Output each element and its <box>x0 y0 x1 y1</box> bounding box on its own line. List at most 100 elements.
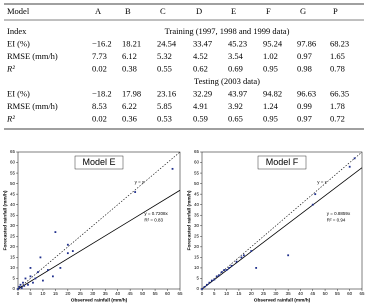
x-tick-label: 15 <box>53 291 59 296</box>
x-tick-label: 5 <box>29 291 32 296</box>
table-cell: 0.53 <box>157 113 172 123</box>
point <box>54 231 57 233</box>
x-tick-label: 35 <box>286 291 292 296</box>
x-tick-label: 25 <box>261 291 267 296</box>
table-cell: 4.52 <box>193 51 208 61</box>
x-tick-label: 30 <box>273 291 279 296</box>
chart-title: Model F <box>266 157 299 167</box>
point <box>314 193 317 196</box>
table-cell: 6.22 <box>122 101 137 111</box>
point <box>32 281 34 284</box>
table-cell: 0.95 <box>263 63 278 73</box>
x-tick-label: 60 <box>347 291 353 296</box>
point <box>203 285 206 288</box>
point <box>66 252 69 255</box>
y-tick-label: 60 <box>194 160 200 165</box>
y-tick-label: 25 <box>194 233 200 238</box>
row-label: R² <box>6 113 15 123</box>
fit-line <box>17 189 181 290</box>
table-cell: 0.97 <box>297 113 312 123</box>
y-tick-label: 10 <box>194 265 200 270</box>
x-tick-label: 50 <box>323 291 329 296</box>
table-cell: 0.02 <box>92 113 107 123</box>
table-header-cell: Model <box>7 6 30 16</box>
y-tick-label: 0 <box>12 286 15 291</box>
point <box>353 157 356 160</box>
y-tick-label: 5 <box>12 276 15 281</box>
x-tick-label: 40 <box>115 291 121 296</box>
point <box>59 267 62 269</box>
point <box>311 203 314 206</box>
point <box>20 287 23 289</box>
x-tick-label: 45 <box>310 291 316 296</box>
table-cell: 18.21 <box>122 38 141 48</box>
row-label: RMSE (mm/h) <box>7 51 58 61</box>
y-tick-label: 65 <box>10 149 16 154</box>
point <box>220 271 223 274</box>
y-axis-label: Forecasted rainfall (mm/h) <box>186 190 192 250</box>
point <box>225 269 228 271</box>
table-cell: 0.97 <box>297 51 312 61</box>
identity-label: y = x <box>135 179 145 184</box>
table-cell: −18.2 <box>92 88 112 98</box>
point <box>17 288 19 290</box>
x-tick-label: 20 <box>65 291 71 296</box>
x-tick-label: 55 <box>153 291 159 296</box>
point <box>29 275 32 278</box>
table-cell: 5.85 <box>157 101 172 111</box>
table-header-cell: P <box>333 6 338 16</box>
row-label: EI (%) <box>7 38 30 48</box>
x-tick-label: 40 <box>298 291 304 296</box>
point <box>287 254 290 257</box>
y-tick-label: 55 <box>10 170 16 175</box>
y-tick-label: 0 <box>196 286 199 291</box>
y-tick-label: 20 <box>194 244 200 249</box>
x-tick-label: 65 <box>177 291 183 296</box>
table-cell: 3.54 <box>228 51 244 61</box>
table-cell: 0.36 <box>122 113 137 123</box>
table-cell: 8.53 <box>92 101 107 111</box>
x-tick-label: 10 <box>40 291 46 296</box>
y-tick-label: 5 <box>196 276 199 281</box>
fit-label: y = 0.7208x <box>144 211 168 216</box>
point <box>223 269 226 271</box>
y-tick-label: 60 <box>10 160 16 165</box>
table-cell: 97.86 <box>297 38 316 48</box>
x-axis-label: Observed rainfall (mm/h) <box>71 297 128 303</box>
y-tick-label: 15 <box>10 255 16 260</box>
point <box>66 243 69 246</box>
y-tick-label: 40 <box>10 202 16 207</box>
point <box>208 281 211 284</box>
point <box>228 267 230 269</box>
table-cell: 0.62 <box>193 63 208 73</box>
y-tick-label: 65 <box>194 149 200 154</box>
table-cell: 5.32 <box>157 51 172 61</box>
point <box>171 167 174 170</box>
table-cell: 3.92 <box>228 101 243 111</box>
point <box>134 191 137 193</box>
point <box>47 269 49 271</box>
table-cell: 0.65 <box>228 113 243 123</box>
point <box>206 283 208 286</box>
point <box>71 250 74 252</box>
table-cell: 43.97 <box>228 88 247 98</box>
y-tick-label: 15 <box>194 255 200 260</box>
point <box>348 165 351 168</box>
row-label: R² <box>6 63 15 73</box>
point <box>230 264 233 267</box>
table-cell: 7.73 <box>92 51 107 61</box>
table-cell: 32.29 <box>193 88 212 98</box>
point <box>215 275 218 278</box>
y-tick-label: 35 <box>10 212 16 217</box>
table-cell: 0.38 <box>122 63 137 73</box>
point <box>235 260 238 263</box>
point <box>24 277 27 280</box>
plot-area <box>201 151 363 290</box>
r2-label: R² = 0.83 <box>144 218 163 223</box>
point <box>213 278 216 281</box>
point <box>18 285 21 288</box>
point <box>27 283 29 286</box>
table-cell: 17.98 <box>122 88 141 98</box>
identity-label: y = x <box>317 179 327 184</box>
